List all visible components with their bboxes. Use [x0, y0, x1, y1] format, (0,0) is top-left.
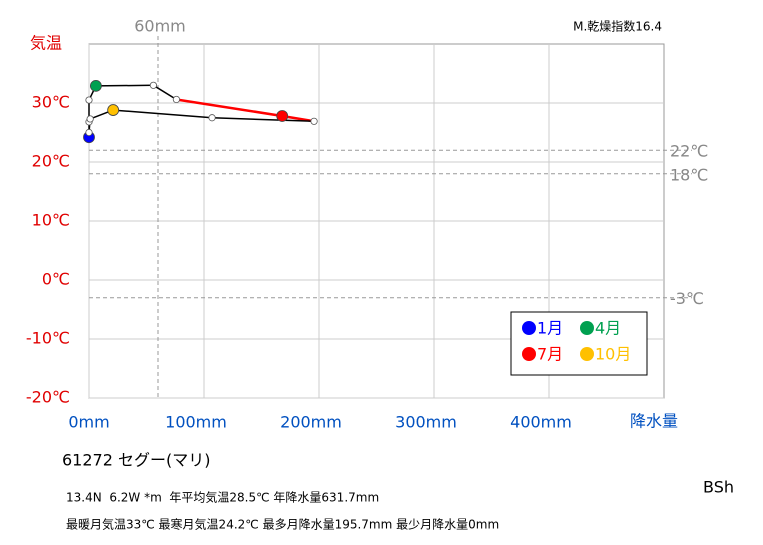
reference-label: -3℃: [670, 289, 704, 308]
legend-label: 7月: [537, 345, 563, 364]
month-point: [85, 128, 93, 137]
month-point: [310, 117, 318, 125]
month-point: [276, 110, 289, 122]
info-line: 13.4N 6.2W *m 年平均気温28.5℃ 年降水量631.7mm: [66, 490, 379, 505]
y-tick-label: -20℃: [26, 388, 70, 407]
month-point: [107, 104, 120, 116]
line-segment: [176, 98, 283, 118]
line-segment: [153, 84, 177, 101]
info-line: 最暖月気温33℃ 最寒月気温24.2℃ 最多月降水量195.7mm 最少月降水量…: [66, 517, 499, 532]
month-point: [86, 115, 94, 123]
line-segment: [95, 84, 154, 87]
x-tick-label: 400mm: [510, 413, 572, 432]
legend-marker: [522, 321, 536, 335]
month-point: [90, 79, 102, 92]
climate-class: BSh: [703, 478, 734, 497]
reference-label: 18℃: [670, 165, 708, 184]
legend-label: 4月: [595, 319, 621, 338]
month-point: [85, 96, 93, 104]
y-tick-label: -10℃: [26, 329, 70, 348]
legend-box: [510, 311, 648, 376]
x-axis-label: 降水量: [630, 412, 678, 431]
legend-label: 1月: [537, 319, 563, 338]
legend-marker: [580, 321, 594, 335]
x-tick-label: 200mm: [280, 413, 342, 432]
y-tick-label: 20℃: [32, 152, 70, 171]
reference-label: 60mm: [134, 17, 186, 36]
month-point: [149, 81, 157, 89]
y-tick-label: 30℃: [32, 93, 70, 112]
line-segment: [113, 109, 213, 119]
month-point: [172, 95, 180, 104]
x-tick-label: 300mm: [395, 413, 457, 432]
month-point: [208, 114, 216, 122]
line-segment: [212, 117, 315, 123]
y-axis-label: 気温: [30, 34, 62, 53]
dryness-index: M.乾燥指数16.4: [573, 19, 662, 34]
legend-marker: [522, 347, 536, 361]
legend-label: 10月: [595, 345, 631, 364]
y-tick-label: 0℃: [42, 270, 70, 289]
y-tick-label: 10℃: [32, 211, 70, 230]
x-tick-label: 0mm: [68, 413, 109, 432]
station: 61272 セグー(マリ): [62, 451, 210, 470]
reference-label: 22℃: [670, 142, 708, 161]
x-tick-label: 100mm: [165, 413, 227, 432]
legend-marker: [580, 347, 594, 361]
